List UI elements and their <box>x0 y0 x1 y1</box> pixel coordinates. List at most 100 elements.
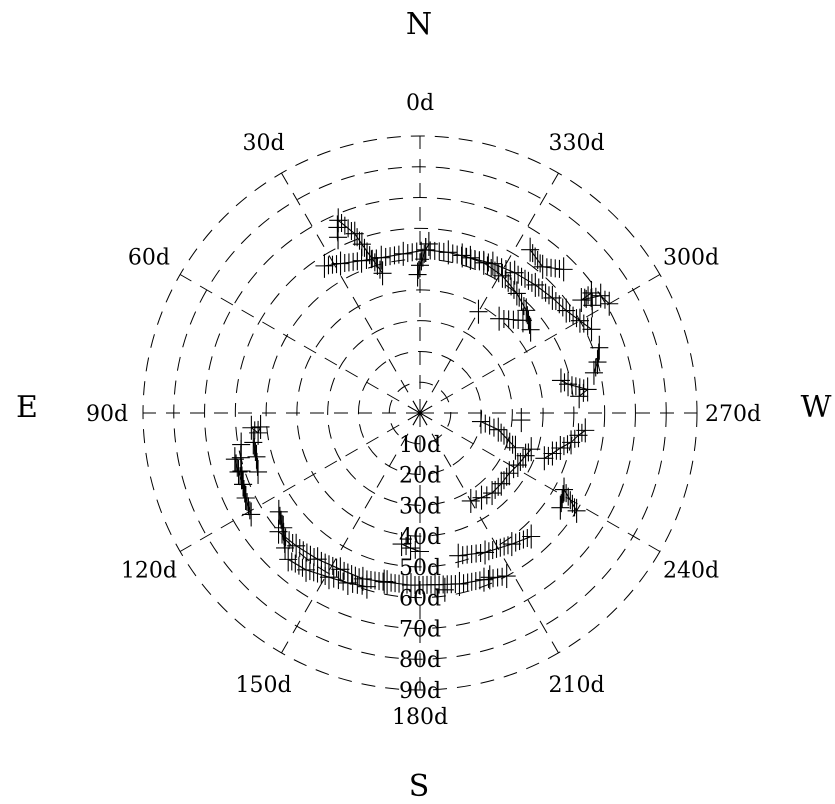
track-segment <box>552 447 561 454</box>
track-segment <box>257 426 262 434</box>
data-point <box>469 299 488 324</box>
track-segment <box>347 582 368 588</box>
data-point <box>453 243 484 271</box>
track-segment <box>590 292 593 306</box>
track-segment <box>361 257 382 262</box>
track-segment <box>462 254 484 264</box>
azimuth-label-120: 120d <box>121 559 177 584</box>
track-segment <box>354 233 363 245</box>
azimuth-label-150: 150d <box>235 673 291 698</box>
data-marks <box>225 208 619 602</box>
track-segment <box>517 455 527 466</box>
data-point <box>347 574 376 599</box>
track-segment <box>328 576 349 584</box>
track-segment <box>529 249 544 268</box>
track-segment <box>255 456 259 473</box>
data-point <box>408 260 427 287</box>
data-point <box>480 565 499 590</box>
data-point <box>242 493 261 527</box>
zenith-label-20: 20d <box>399 464 441 489</box>
track-segment <box>238 471 244 485</box>
data-point <box>276 522 295 560</box>
track-segment <box>565 310 581 322</box>
track-segment <box>361 243 384 274</box>
zenith-label-90: 90d <box>399 679 441 704</box>
azimuth-label-0: 0d <box>406 91 434 116</box>
track-segment <box>578 429 586 436</box>
track-segment <box>470 497 482 502</box>
track-segment <box>240 457 242 472</box>
track-segment <box>435 583 460 586</box>
zenith-label-70: 70d <box>399 617 441 642</box>
east-label: E <box>16 390 38 425</box>
data-point <box>484 532 521 561</box>
track-segment <box>282 527 286 548</box>
west-label: W <box>801 390 832 425</box>
data-point <box>251 414 270 439</box>
track-segment <box>559 489 565 508</box>
data-point <box>572 286 592 313</box>
zenith-ring-60 <box>234 227 606 599</box>
track-segment <box>278 511 284 528</box>
zenith-ring-30 <box>327 320 513 506</box>
data-point <box>459 567 493 593</box>
track-segment <box>596 347 600 363</box>
track-segment <box>242 484 247 499</box>
track-segment <box>542 266 564 270</box>
south-label: S <box>409 769 430 804</box>
data-point <box>287 552 316 582</box>
data-point <box>557 298 581 328</box>
track-segment <box>278 531 297 547</box>
data-point <box>551 368 570 393</box>
track-segment <box>403 249 426 255</box>
azimuth-label-270: 270d <box>705 402 761 427</box>
data-point <box>315 253 341 278</box>
data-point <box>517 298 536 334</box>
track-segment <box>497 429 516 449</box>
track-segment <box>459 579 485 585</box>
track-segment <box>245 497 252 515</box>
track-segment <box>295 545 318 560</box>
track-segment <box>410 547 421 553</box>
data-point <box>511 524 541 552</box>
azimuth-label-240: 240d <box>663 559 719 584</box>
track-segment <box>324 262 341 267</box>
data-point <box>521 237 544 273</box>
track-segment <box>516 293 527 311</box>
data-point <box>249 452 268 484</box>
track-segment <box>419 249 427 266</box>
track-segment <box>514 272 536 286</box>
data-point <box>236 479 255 511</box>
track-segment <box>579 320 592 330</box>
data-point <box>375 569 394 594</box>
track-segment <box>560 441 572 449</box>
data-point <box>490 306 523 331</box>
data-point <box>560 430 581 456</box>
track-segment <box>481 492 493 499</box>
track-segment <box>251 427 259 434</box>
azimuth-label-300: 300d <box>663 246 719 271</box>
track-segment <box>305 569 330 578</box>
track-segment <box>417 265 421 275</box>
track-segment <box>491 483 502 494</box>
data-point <box>563 484 586 523</box>
track-segment <box>570 434 579 443</box>
track-segment <box>317 558 341 570</box>
track-segment <box>252 442 258 457</box>
data-point <box>559 372 588 398</box>
track-segment <box>511 535 532 545</box>
track-segment <box>567 383 588 390</box>
track-segment <box>458 551 486 557</box>
track-segment <box>502 275 518 294</box>
data-point <box>483 564 516 589</box>
track-segment <box>525 448 532 457</box>
track-segment <box>480 421 499 431</box>
track-segment <box>340 568 364 580</box>
zenith-label-60: 60d <box>399 587 441 612</box>
data-point <box>458 540 495 565</box>
track-segment <box>381 253 404 259</box>
data-point <box>526 272 553 305</box>
track-segment <box>563 489 578 512</box>
data-point <box>600 290 619 316</box>
